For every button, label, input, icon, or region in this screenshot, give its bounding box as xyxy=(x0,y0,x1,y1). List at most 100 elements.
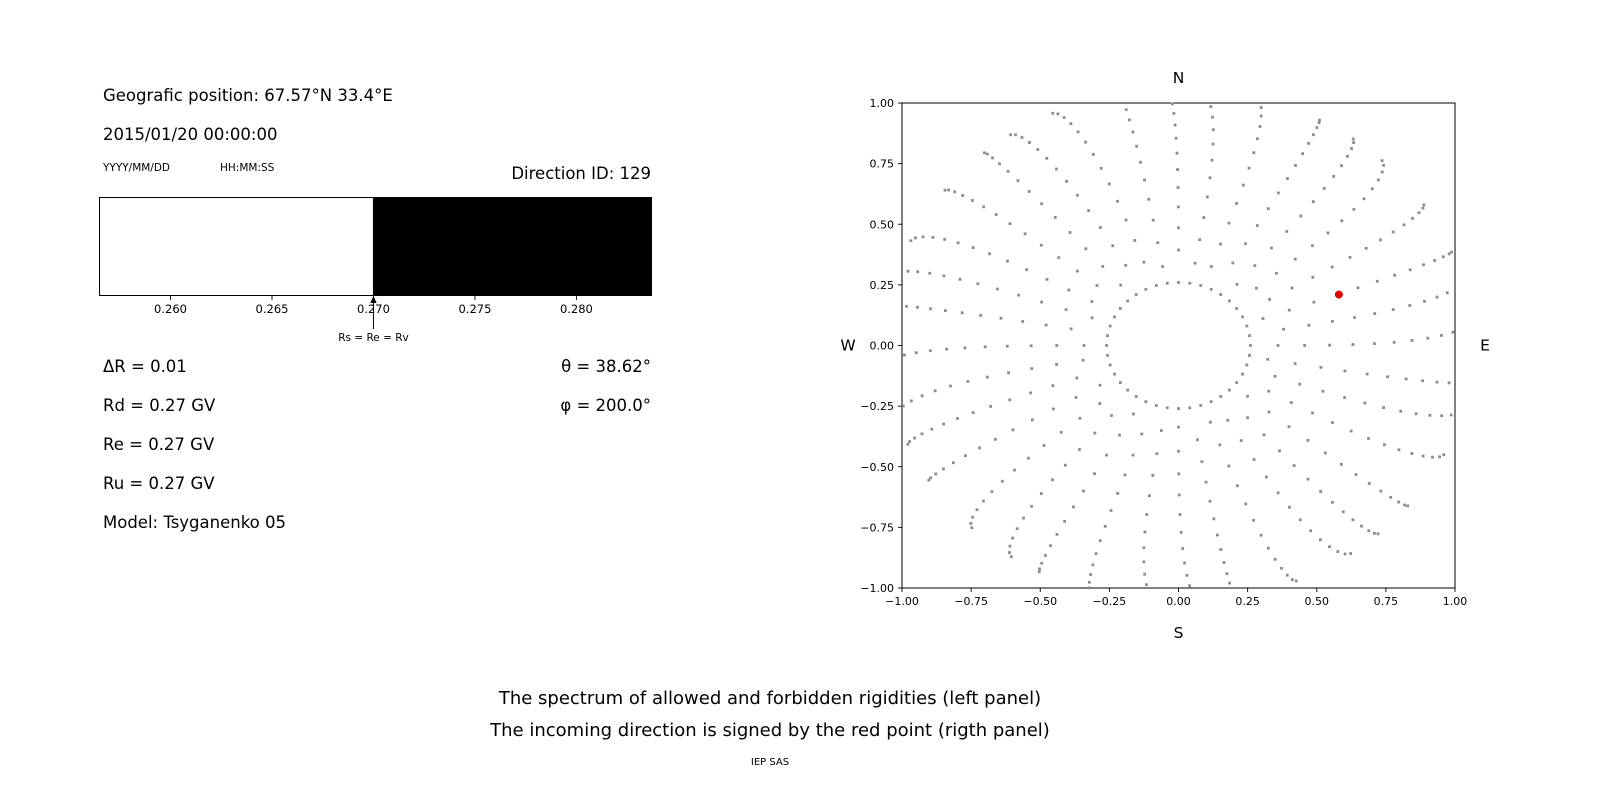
trajectory-dot xyxy=(998,162,1001,166)
trajectory-dot xyxy=(1311,200,1315,204)
trajectory-dot xyxy=(1143,178,1146,182)
trajectory-dot xyxy=(1403,503,1406,507)
trajectory-dot xyxy=(1183,561,1186,565)
trajectory-dot xyxy=(1055,167,1058,171)
trajectory-dot xyxy=(1165,281,1169,285)
trajectory-dot xyxy=(1370,187,1374,191)
spectrum-segment-allowed xyxy=(99,197,374,296)
trajectory-dot xyxy=(1315,126,1319,130)
trajectory-dot xyxy=(1414,412,1418,416)
trajectory-dot xyxy=(1397,500,1401,504)
trajectory-dot xyxy=(1440,414,1444,418)
trajectory-dot xyxy=(1028,141,1031,144)
trajectory-dot xyxy=(1365,372,1369,376)
trajectory-dot xyxy=(914,351,918,355)
trajectory-dot xyxy=(1341,510,1345,514)
trajectory-dot xyxy=(1202,216,1206,219)
trajectory-dot xyxy=(1266,546,1270,550)
trajectory-dot xyxy=(1408,304,1412,307)
trajectory-dot xyxy=(966,380,970,383)
trajectory-dot xyxy=(1391,308,1395,311)
trajectory-dot xyxy=(1105,453,1108,457)
trajectory-dot xyxy=(1245,363,1249,367)
trajectory-dot xyxy=(1404,377,1408,381)
trajectory-dot xyxy=(1331,319,1334,323)
trajectory-dot xyxy=(1051,384,1055,388)
geographic-position-label: Geografic position: 67.57°N 33.4°E xyxy=(103,86,393,105)
trajectory-dot xyxy=(1022,516,1025,520)
trajectory-dot xyxy=(1008,544,1012,548)
trajectory-dot xyxy=(1225,572,1229,576)
trajectory-dot xyxy=(1351,343,1355,346)
trajectory-dot xyxy=(1441,255,1445,259)
trajectory-dot xyxy=(971,515,975,519)
x-tick-label: 0.25 xyxy=(1235,595,1260,608)
trajectory-dot xyxy=(1087,209,1091,213)
trajectory-dot xyxy=(933,389,937,393)
trajectory-dot xyxy=(1094,552,1098,555)
param-rd: Rd = 0.27 GV xyxy=(103,396,216,415)
trajectory-dot xyxy=(1185,573,1189,577)
trajectory-dot xyxy=(1330,265,1334,269)
trajectory-dot xyxy=(903,353,906,357)
trajectory-dot xyxy=(1438,455,1442,459)
trajectory-dot xyxy=(1154,284,1158,287)
param-phi: φ = 200.0° xyxy=(560,396,651,415)
trajectory-dot xyxy=(928,271,932,275)
trajectory-dot xyxy=(1331,500,1334,504)
trajectory-dot xyxy=(1177,493,1181,497)
param-theta: θ = 38.62° xyxy=(561,357,651,376)
trajectory-dot xyxy=(1089,573,1093,576)
trajectory-dot xyxy=(1093,472,1096,476)
trajectory-dot xyxy=(1174,136,1178,140)
trajectory-dot xyxy=(1198,238,1202,242)
trajectory-dot xyxy=(1161,265,1165,268)
trajectory-dot xyxy=(1132,412,1135,416)
datetime-label: 2015/01/20 00:00:00 xyxy=(103,125,278,144)
trajectory-dot xyxy=(1376,178,1380,182)
trajectory-dot xyxy=(1208,420,1212,424)
trajectory-dot xyxy=(913,436,916,440)
trajectory-dot xyxy=(1099,166,1103,170)
trajectory-dot xyxy=(1286,177,1289,180)
trajectory-dot xyxy=(1351,518,1355,522)
date-format-label: YYYY/MM/DD xyxy=(103,162,171,174)
trajectory-dot xyxy=(1285,573,1289,577)
trajectory-dot xyxy=(1204,480,1208,484)
trajectory-dot xyxy=(970,526,974,530)
trajectory-dot xyxy=(1021,320,1025,323)
trajectory-dot xyxy=(1319,538,1322,542)
trajectory-dot xyxy=(1349,429,1353,433)
trajectory-dot xyxy=(1252,518,1256,522)
trajectory-dot xyxy=(982,205,985,209)
trajectory-dot xyxy=(1246,416,1249,420)
trajectory-dot xyxy=(1428,413,1432,417)
trajectory-dot xyxy=(1011,536,1015,540)
trajectory-dot xyxy=(1170,102,1174,106)
trajectory-dot xyxy=(1447,252,1451,256)
trajectory-dot xyxy=(1176,205,1180,209)
trajectory-dot xyxy=(1267,389,1271,393)
trajectory-dot xyxy=(1049,544,1052,548)
trajectory-dot xyxy=(1310,244,1314,248)
trajectory-dot xyxy=(964,454,967,458)
trajectory-dot xyxy=(976,282,980,286)
trajectory-dot xyxy=(1244,242,1247,246)
trajectory-dot xyxy=(1289,401,1293,404)
west-label: W xyxy=(840,337,855,355)
y-tick-label: −1.00 xyxy=(860,582,894,595)
trajectory-dot xyxy=(1245,324,1249,328)
x-tick-label: 0.275 xyxy=(458,302,491,316)
trajectory-dot xyxy=(1051,111,1055,115)
trajectory-dot xyxy=(1356,286,1360,290)
trajectory-dot xyxy=(1298,518,1302,522)
annotation-arrowhead xyxy=(370,296,377,303)
trajectory-dot xyxy=(985,375,989,379)
trajectory-dot xyxy=(909,239,913,243)
trajectory-dot xyxy=(1124,218,1128,222)
trajectory-dot xyxy=(1172,112,1176,115)
trajectory-dot xyxy=(1075,376,1079,380)
trajectory-dot xyxy=(1091,563,1095,567)
trajectory-dot xyxy=(1055,532,1059,536)
